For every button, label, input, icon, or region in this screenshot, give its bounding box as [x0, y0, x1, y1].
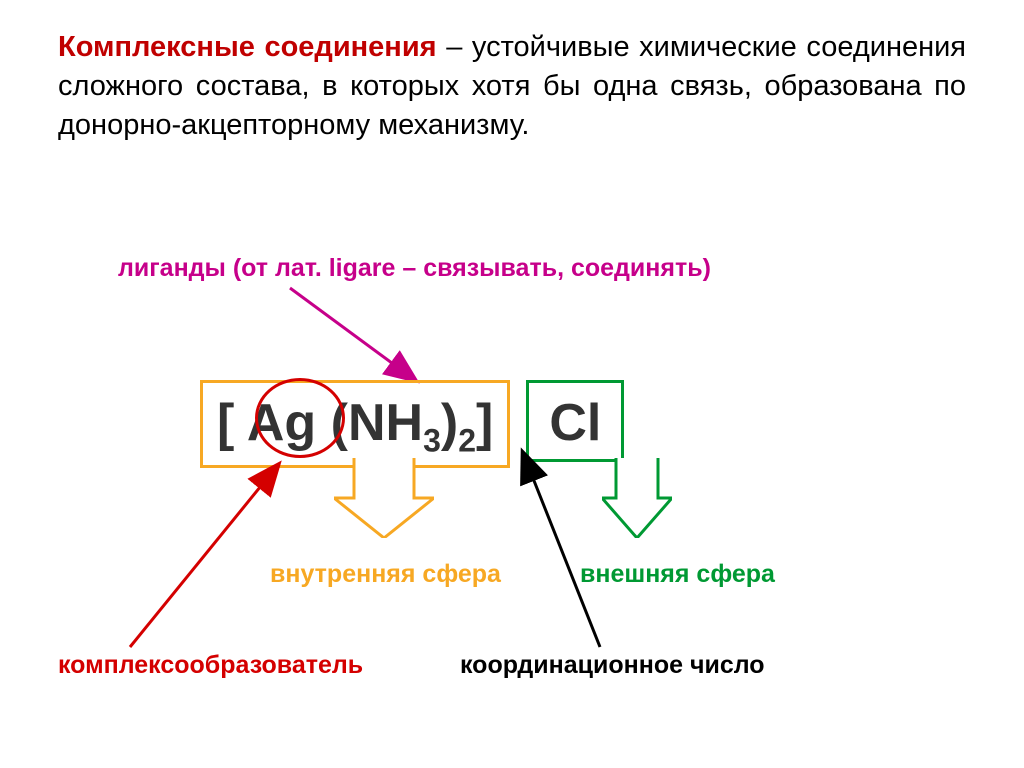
ligand-close: )	[441, 394, 458, 452]
bracket-close: ]	[476, 394, 493, 452]
ligand-label: лиганды (от лат. ligare – связывать, сое…	[118, 254, 711, 283]
definition-text: Комплексные соединения – устойчивые хими…	[58, 28, 966, 145]
complexformer-label: комплексообразователь	[58, 651, 363, 680]
ligand-open: (NH	[331, 394, 423, 452]
ligand-sub1: 3	[423, 422, 441, 458]
ligand-sub2: 2	[458, 422, 476, 458]
complexformer-arrow	[100, 455, 320, 655]
coordnum-arrow	[505, 445, 625, 655]
outer-ion: Cl	[549, 394, 601, 452]
definition-term: Комплексные соединения	[58, 31, 437, 63]
coordnum-label: координационное число	[460, 651, 765, 680]
formula-inner: [ Ag (NH3)2]	[217, 394, 493, 452]
bracket-open: [	[217, 394, 234, 452]
inner-sphere-arrow	[334, 458, 434, 538]
central-atom: Ag	[247, 394, 316, 452]
